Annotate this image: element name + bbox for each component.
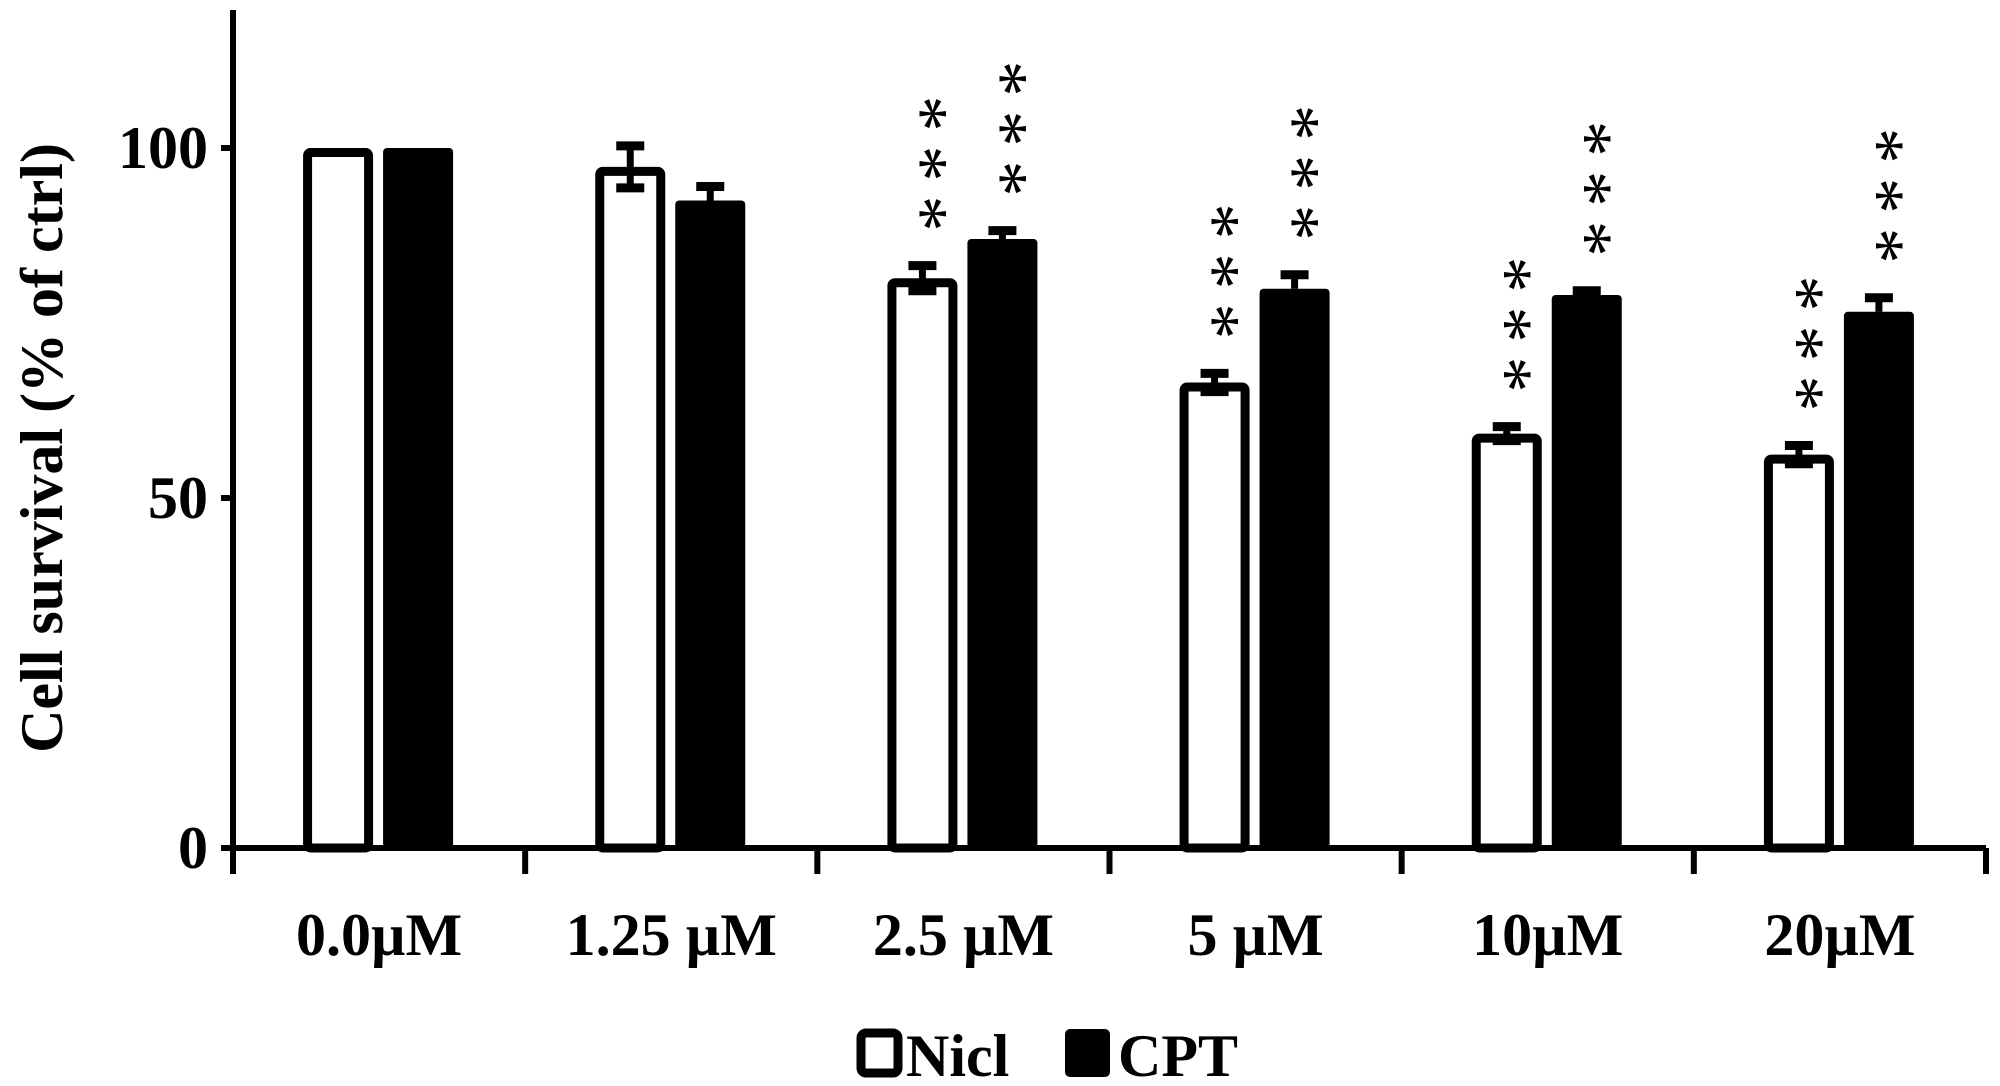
x-tick-label: 10µM xyxy=(1472,902,1623,968)
bar-cpt xyxy=(1843,311,1914,848)
bar-cpt xyxy=(675,200,746,848)
legend: Nicl CPT xyxy=(856,1023,1238,1086)
significance-stars: *** xyxy=(962,61,1042,211)
significance-stars: *** xyxy=(882,96,962,246)
significance-stars: *** xyxy=(1255,105,1335,255)
bar-nicl xyxy=(1471,433,1542,853)
legend-swatch-nicl xyxy=(856,1028,903,1078)
bar-cpt xyxy=(383,148,454,848)
x-tick-label: 20µM xyxy=(1764,902,1915,968)
x-tick-label: 1.25 µM xyxy=(566,902,777,968)
bar-nicl xyxy=(1179,382,1250,853)
y-tick-label: 0 xyxy=(178,815,208,881)
y-tick-label: 100 xyxy=(118,115,208,181)
legend-label-nicl: Nicl xyxy=(906,1023,1009,1086)
significance-stars: *** xyxy=(1467,257,1547,407)
y-tick-label: 50 xyxy=(148,465,208,531)
bar-cpt xyxy=(1259,288,1330,848)
x-tick-label: 0.0µM xyxy=(296,902,462,968)
significance-stars: *** xyxy=(1839,128,1919,278)
bar-cpt xyxy=(1551,295,1622,848)
x-tick-label: 2.5 µM xyxy=(873,902,1054,968)
bar-nicl xyxy=(887,278,958,853)
y-axis-label: Cell survival (% of ctrl) xyxy=(9,143,75,753)
bar-cpt xyxy=(967,239,1038,848)
bar-nicl xyxy=(1763,454,1834,853)
significance-stars: *** xyxy=(1759,276,1839,426)
legend-swatch-cpt xyxy=(1065,1029,1110,1077)
bar-nicl xyxy=(303,148,374,853)
x-tick-label: 5 µM xyxy=(1187,902,1323,968)
significance-stars: *** xyxy=(1547,121,1627,271)
bar-nicl xyxy=(595,166,666,853)
legend-label-cpt: CPT xyxy=(1118,1023,1238,1086)
significance-stars: *** xyxy=(1175,203,1255,353)
